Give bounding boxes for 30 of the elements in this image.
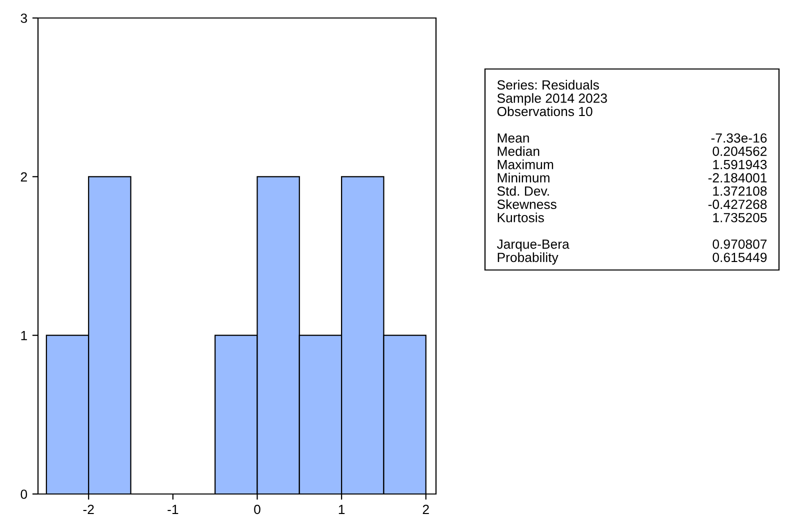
text: 0.970807 <box>712 239 767 249</box>
text: 0.204562 <box>712 146 767 156</box>
x-tick-label: -1 <box>168 504 178 514</box>
text: -7.33e-16 <box>711 133 767 143</box>
text: Sample 2014 2023 <box>497 93 607 106</box>
x-tick-label: 0 <box>254 504 260 514</box>
category-label: Skewness <box>497 199 556 210</box>
text: 0.615449 <box>712 252 767 262</box>
category-label: Minimum <box>498 172 550 182</box>
text: -2.184001 <box>708 173 767 182</box>
y-tick-label: 3 <box>20 14 28 23</box>
category-label: Maximum <box>498 160 554 170</box>
text: 1.372108 <box>713 186 767 196</box>
y-tick-label: 0 <box>20 490 28 499</box>
y-tick-label: 1 <box>21 331 27 340</box>
category-label: Probability <box>498 252 558 265</box>
category-label: Median <box>498 146 540 156</box>
category-label: Std. Dev. <box>497 186 549 196</box>
x-tick-label: 1 <box>338 504 345 514</box>
text: Series: Residuals <box>497 80 599 90</box>
y-tick-label: 2 <box>20 172 27 182</box>
category-label: Mean <box>498 133 529 143</box>
category-label: Kurtosis <box>498 212 544 222</box>
text: Observations 10 <box>497 106 592 116</box>
x-tick-label: 2 <box>422 504 429 514</box>
x-tick-label: -2 <box>83 504 94 514</box>
text: -0.427268 <box>708 200 767 210</box>
category-label: Jarque-Bera <box>496 240 570 252</box>
text: 1.735205 <box>713 212 767 222</box>
text: 1.591943 <box>713 160 767 170</box>
